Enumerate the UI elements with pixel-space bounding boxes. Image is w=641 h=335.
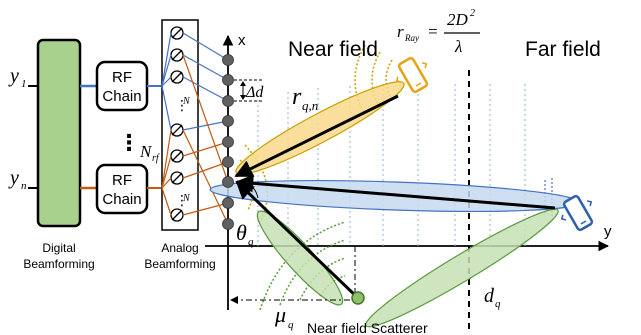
- scatterer-ray: [235, 180, 360, 300]
- rf-chain-1: RF Chain: [95, 60, 149, 112]
- svg-text:Chain: Chain: [102, 88, 141, 105]
- phase-vdots-bottom: ⋮: [175, 192, 189, 208]
- scatterer-label: Near field Scatterer: [307, 320, 428, 335]
- rf-chain-n: RF Chain: [95, 163, 149, 215]
- svg-text:q: q: [288, 319, 294, 331]
- svg-text:q,n: q,n: [302, 98, 318, 113]
- scatter-beam-to-array: [256, 210, 344, 306]
- near-user-phone-icon: [395, 56, 429, 94]
- input-y1: y 1: [8, 65, 38, 90]
- svg-text:n: n: [21, 180, 27, 192]
- svg-text:RF: RF: [112, 69, 132, 86]
- mu-q-label: μ q: [274, 302, 294, 331]
- svg-text:Chain: Chain: [102, 191, 141, 208]
- antenna-array: [222, 54, 234, 230]
- svg-text:θ: θ: [236, 220, 247, 245]
- svg-text:r: r: [397, 22, 404, 41]
- svg-text:q: q: [248, 236, 254, 248]
- svg-text:μ: μ: [274, 302, 286, 327]
- r-qn-label: r q,n: [292, 84, 318, 113]
- delta-d-annotation: Δd: [234, 79, 264, 102]
- digital-beamforming-block: [36, 38, 82, 228]
- far-field-label: Far field: [525, 38, 601, 61]
- n-rf-label: N rf: [139, 142, 160, 164]
- svg-text:1: 1: [21, 78, 27, 90]
- svg-text:q: q: [495, 298, 501, 310]
- far-user-ray: [235, 174, 556, 210]
- svg-text:d: d: [484, 285, 495, 307]
- svg-text:y: y: [8, 167, 19, 189]
- digital-label-line1: Digital: [42, 241, 75, 255]
- rayleigh-distance-formula: r Ray = 2D 2 λ: [397, 8, 480, 56]
- near-user-ray: [234, 94, 399, 178]
- theta-q-label: θ q: [236, 220, 254, 248]
- input-yn: y n: [8, 167, 38, 192]
- svg-text:Ray: Ray: [404, 33, 419, 43]
- far-user-phone-icon: [560, 194, 594, 232]
- phase-count-top: N: [182, 96, 191, 107]
- phase-vdots-top: ⋮: [175, 97, 189, 113]
- svg-text:N: N: [139, 142, 153, 161]
- svg-text:y: y: [8, 65, 19, 87]
- svg-text:=: =: [427, 22, 438, 41]
- d-q-label: d q: [484, 285, 501, 310]
- axis-x-label: x: [238, 32, 246, 49]
- svg-text:2: 2: [470, 8, 475, 19]
- svg-text:2D: 2D: [447, 10, 469, 29]
- analog-label-line2: Beamforming: [144, 257, 215, 271]
- axis-y-label: y: [604, 223, 612, 240]
- svg-text:Δd: Δd: [245, 84, 264, 101]
- scatter-beam-to-user: [365, 208, 559, 328]
- phase-count-bottom: N: [182, 193, 191, 204]
- digital-label-line2: Beamforming: [23, 257, 94, 271]
- near-field-label: Near field: [288, 38, 378, 61]
- svg-text:r: r: [292, 84, 302, 110]
- mu-q-dimension: [230, 246, 356, 304]
- theta-arc: [244, 186, 259, 199]
- near-field-scatterer: [351, 291, 365, 305]
- analog-label-line1: Analog: [161, 241, 198, 255]
- svg-text:RF: RF: [112, 172, 132, 189]
- svg-text:λ: λ: [454, 37, 462, 56]
- rf-chain-vdots: ⋮: [118, 130, 140, 155]
- svg-text:rf: rf: [152, 153, 160, 164]
